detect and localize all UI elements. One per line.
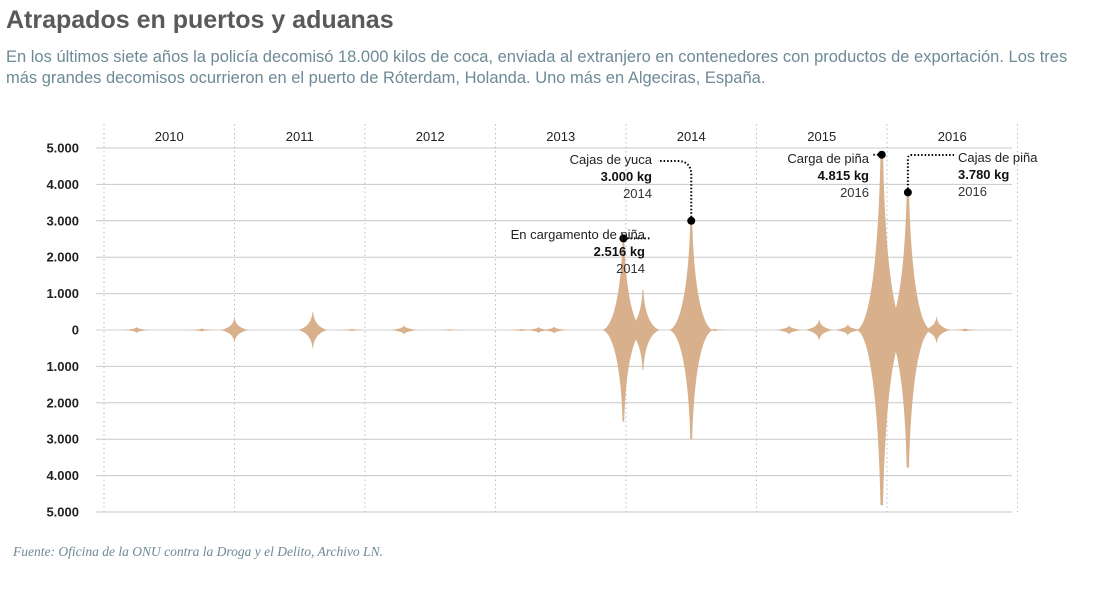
y-tick-label: 1.000 (46, 286, 79, 301)
seizure-spike (776, 325, 802, 335)
annotation-value: 3.780 kg (958, 167, 1009, 182)
annotation-marker (687, 216, 696, 225)
annotation-year: 2016 (958, 184, 987, 199)
seizure-spike (702, 328, 727, 332)
seizure-spike (526, 327, 551, 333)
annotation-leader (658, 160, 693, 221)
annotation-value: 3.000 kg (601, 169, 652, 184)
seizure-spikes (124, 154, 978, 506)
y-tick-label: 3.000 (46, 213, 79, 228)
year-label: 2011 (286, 129, 314, 144)
seizure-spike (220, 317, 249, 343)
y-tick-label: 4.000 (46, 177, 79, 192)
y-tick-label: 4.000 (46, 468, 79, 483)
y-tick-label: 2.000 (46, 250, 79, 265)
annotation-year: 2016 (840, 185, 869, 200)
chart-title: Atrapados en puertos y aduanas (6, 6, 394, 34)
annotations: En cargamento de piña 2.516 kg 2014 Cajas d… (511, 150, 1039, 276)
annotation-value: 2.516 kg (594, 244, 645, 259)
y-tick-label: 5.000 (46, 505, 79, 520)
seizure-spike (509, 328, 534, 332)
annotation-year: 2014 (616, 261, 645, 276)
seizure-spike (339, 328, 364, 332)
annotation-year: 2014 (623, 186, 652, 201)
annotation-marker (903, 188, 912, 197)
seizure-spike (124, 327, 149, 333)
y-tick-label: 0 (72, 323, 79, 338)
source-note: Fuente: Oficina de la ONU contra la Drog… (13, 544, 383, 559)
annotation-marker (877, 150, 886, 159)
y-tick-label: 2.000 (46, 395, 79, 410)
seizure-spike (953, 328, 978, 332)
seizure-spike (437, 329, 462, 331)
y-axis-ticks: 5.000 4.000 3.000 2.000 1.000 0 1.000 2.000 3.00… (46, 141, 79, 520)
annotation-leader (906, 154, 954, 193)
y-tick-label: 1.000 (46, 359, 79, 374)
seizure-spike (805, 319, 833, 341)
year-label: 2016 (938, 129, 967, 144)
year-label: 2014 (677, 129, 706, 144)
seizure-spike (669, 220, 714, 440)
year-label: 2010 (155, 129, 184, 144)
annotation-label: Cajas de yuca (570, 152, 653, 167)
year-label: 2015 (807, 129, 836, 144)
annotation-label: En cargamento de piña (511, 227, 646, 242)
annotation-label: Cajas de piña (958, 150, 1038, 165)
y-tick-label: 3.000 (46, 432, 79, 447)
seizure-spike (625, 289, 661, 371)
y-tick-label: 5.000 (46, 141, 79, 156)
seizure-spike (884, 192, 932, 468)
annotation-marker (619, 234, 628, 243)
seizure-spike (922, 317, 951, 343)
seizure-spike (856, 154, 908, 506)
seizure-spike (602, 238, 645, 422)
year-label: 2012 (416, 129, 445, 144)
seizure-spike (391, 325, 417, 335)
seizure-spike (297, 311, 328, 349)
seizure-spike (189, 328, 214, 332)
seizure-spike (542, 326, 567, 334)
year-label: 2013 (546, 129, 575, 144)
annotation-value: 4.815 kg (818, 168, 869, 183)
chart-subtitle: En los últimos siete años la policía dec… (6, 48, 1068, 87)
seizure-spike (835, 324, 861, 336)
year-labels: 2010 2011 2012 2013 2014 2015 2016 (155, 129, 967, 144)
annotation-label: Carga de piña (787, 151, 869, 166)
